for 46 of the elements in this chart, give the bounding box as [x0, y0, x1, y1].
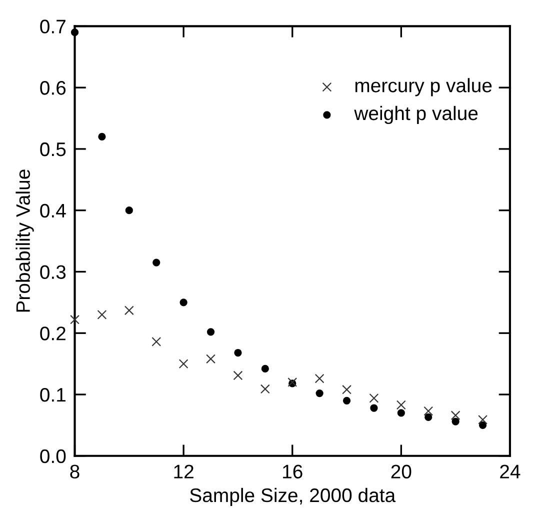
y-tick-label: 0.0	[40, 449, 66, 464]
point	[397, 409, 405, 417]
point	[261, 364, 269, 373]
point	[180, 298, 188, 306]
point	[206, 328, 215, 336]
point	[316, 389, 324, 398]
point	[233, 370, 243, 380]
x-axis-title: Sample Size, 2000 data	[190, 488, 396, 506]
x-tick-label: 12	[174, 464, 194, 478]
y-tick-label: 0.2	[40, 326, 66, 340]
point	[125, 206, 133, 214]
point	[70, 314, 80, 324]
y-tick-label: 0.3	[40, 265, 66, 279]
point	[478, 421, 487, 429]
point	[342, 396, 351, 404]
point	[234, 348, 242, 357]
legend-label: weight p value	[354, 106, 478, 124]
point	[396, 400, 406, 410]
point	[424, 406, 434, 416]
point	[260, 384, 270, 394]
point	[370, 404, 378, 412]
y-tick-label: 0.6	[40, 81, 66, 95]
y-tick-label: 0.7	[40, 20, 66, 34]
y-tick-label: 0.4	[40, 204, 66, 218]
x-tick-label: 24	[500, 464, 520, 478]
y-tick-label: 0.5	[40, 142, 66, 156]
point	[124, 306, 134, 316]
point	[178, 359, 188, 369]
x-tick-label: 20	[391, 464, 412, 478]
point	[314, 374, 324, 384]
point	[98, 132, 106, 140]
point	[478, 414, 488, 424]
y-tick-label: 0.1	[40, 388, 66, 402]
y-axis-title: Probability Value	[16, 170, 34, 312]
point	[450, 410, 460, 420]
point	[206, 354, 216, 364]
point	[342, 384, 352, 394]
point	[424, 413, 432, 422]
x-tick-label: 16	[283, 464, 302, 478]
point	[152, 336, 162, 346]
point	[152, 258, 160, 266]
point	[452, 418, 460, 426]
point	[369, 393, 379, 403]
point	[97, 310, 107, 320]
x-tick-label: 8	[70, 464, 80, 478]
legend-label: mercury p value	[355, 78, 492, 96]
